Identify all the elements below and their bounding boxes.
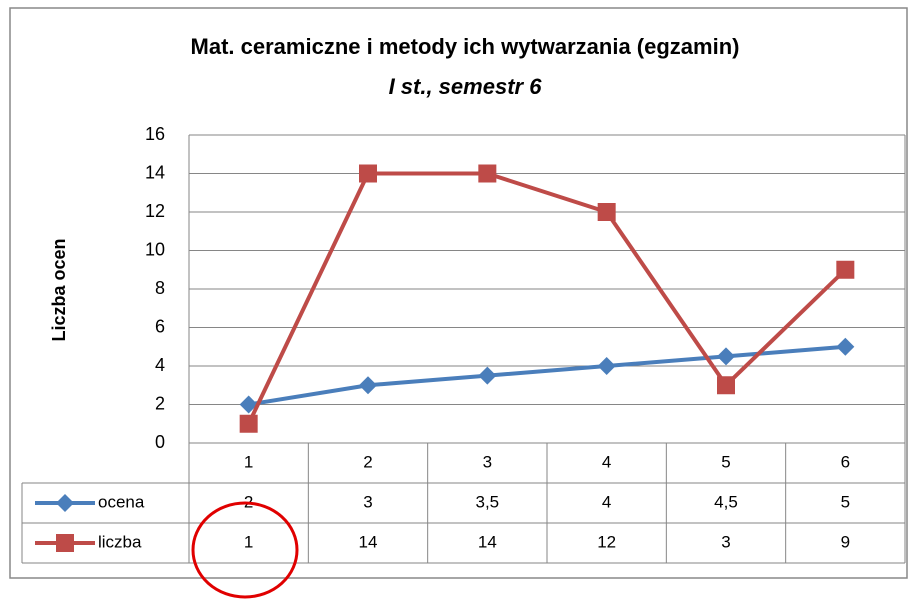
y-tick-label: 16 [145,124,165,144]
table-cell: 3 [721,532,730,551]
x-tick-label: 2 [363,452,372,471]
table-cell: 4,5 [714,492,738,511]
marker [836,337,855,356]
table-cell: 12 [597,532,616,551]
marker [478,366,497,385]
chart-title: Mat. ceramiczne i metody ich wytwarzania… [191,34,740,59]
x-tick-label: 6 [841,452,850,471]
highlight-circle [191,501,299,599]
y-tick-label: 2 [155,393,165,413]
legend-label: liczba [98,532,142,551]
y-tick-label: 6 [155,316,165,336]
table-cell: 4 [602,492,611,511]
chart-subtitle: I st., semestr 6 [389,74,543,99]
y-tick-label: 12 [145,201,165,221]
marker [359,164,377,183]
x-tick-label: 1 [244,452,253,471]
x-tick-label: 5 [721,452,730,471]
series-line [246,171,847,425]
y-tick-label: 10 [145,239,165,259]
marker [836,260,855,279]
plot: 0 2 4 6 8 10 12 14 16 1 2 3 4 5 6 ocena 2 3 3,5 4 4,5 5 liczba… [21,124,906,564]
table-cell: 9 [841,532,850,551]
y-tick-label: 14 [145,162,165,182]
marker [239,395,258,414]
marker [239,414,258,433]
marker [597,357,616,375]
y-axis-label: Liczba ocen [49,238,69,341]
table-cell: 1 [244,532,253,551]
marker [56,534,74,552]
x-tick-label: 4 [602,452,611,471]
y-tick-label: 4 [155,355,165,375]
marker [597,203,616,221]
y-tick-label: 8 [155,278,165,298]
marker [717,347,735,366]
table-cell: 3,5 [476,492,500,511]
marker [717,376,735,395]
x-tick-label: 3 [483,452,492,471]
series-line [248,344,846,407]
table-cell: 14 [478,532,497,551]
y-tick-label: 0 [155,432,165,452]
table-cell: 3 [363,492,372,511]
table-cell: 5 [841,492,850,511]
legend-label: ocena [98,492,145,511]
marker [56,494,74,512]
marker [478,164,497,183]
marker [359,376,377,395]
table-cell: 14 [359,532,378,551]
